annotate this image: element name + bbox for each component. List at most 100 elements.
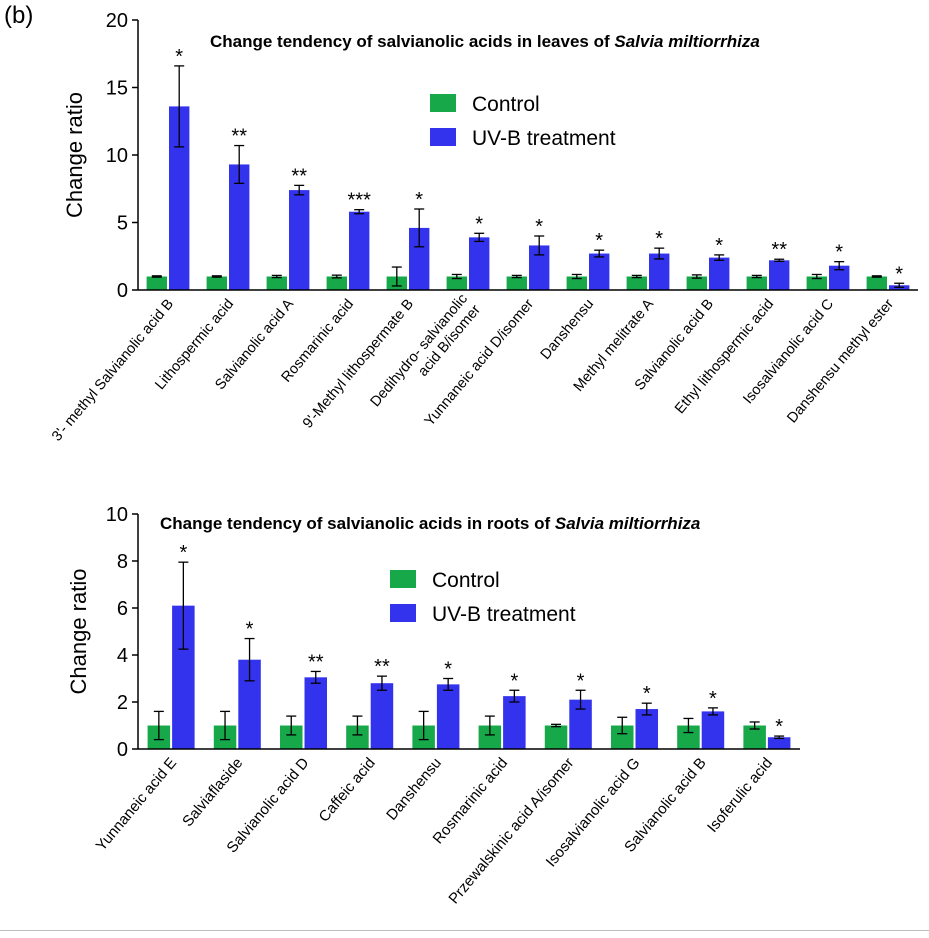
- panel-label: (b): [4, 2, 34, 29]
- category-label: Danshensu methyl ester: [784, 296, 897, 426]
- bar-control: [806, 276, 827, 290]
- bar-uvb: [370, 683, 394, 749]
- bar-uvb: [635, 709, 659, 749]
- legend-swatch-uvb: [390, 604, 416, 622]
- bar-uvb: [569, 699, 592, 749]
- significance-label: *: [535, 216, 543, 238]
- legend-swatch-uvb: [430, 128, 456, 146]
- significance-label: **: [771, 239, 787, 261]
- bar-uvb: [769, 260, 790, 290]
- significance-label: *: [179, 542, 187, 564]
- bar-uvb: [829, 265, 850, 290]
- bar-control: [279, 725, 303, 749]
- bar-uvb: [767, 737, 791, 749]
- bar-control: [506, 276, 527, 290]
- y-tick-label: 20: [106, 10, 128, 32]
- bar-uvb: [349, 211, 370, 290]
- significance-label: *: [709, 688, 717, 710]
- chart-1: 0 5 10 15 20 Change ratio Change tendency of s…: [49, 10, 918, 445]
- significance-label: *: [510, 670, 518, 692]
- bar-control: [566, 276, 587, 290]
- bar-control: [446, 276, 467, 290]
- bar-control: [266, 276, 287, 290]
- y-tick-label: 6: [117, 598, 128, 620]
- bar-uvb: [409, 227, 430, 290]
- bar-uvb: [169, 106, 190, 291]
- bar-uvb: [589, 253, 610, 290]
- y-tick-label: 10: [106, 504, 128, 526]
- significance-label: **: [231, 126, 247, 148]
- category-label: Danshensu: [383, 755, 445, 824]
- bar-uvb: [701, 711, 725, 749]
- significance-label: **: [374, 656, 390, 678]
- bar-control: [478, 725, 502, 749]
- significance-label: *: [715, 235, 723, 257]
- category-label: Dedihydro- salvianolicacid B/isomer: [368, 291, 485, 421]
- significance-label: *: [415, 189, 423, 211]
- significance-label: *: [655, 228, 663, 250]
- bar-uvb: [172, 605, 195, 749]
- y-tick-label: 0: [117, 739, 128, 761]
- bar-uvb: [436, 684, 460, 749]
- bar-control: [866, 276, 887, 290]
- bar-uvb: [469, 237, 490, 290]
- y-tick-label: 10: [106, 145, 128, 167]
- bar-control: [346, 725, 369, 749]
- category-label: Ethyl lithospermic acid: [672, 296, 777, 417]
- bar-uvb: [529, 245, 550, 290]
- bar-control: [146, 276, 167, 290]
- legend-swatch-control: [430, 94, 456, 112]
- significance-label: **: [291, 165, 307, 187]
- significance-label: *: [475, 213, 483, 235]
- significance-label: *: [595, 230, 603, 252]
- y-tick-label: 5: [117, 213, 128, 235]
- chart-2: 0 2 4 6 8 10 Change ratio Change tendency of sa…: [66, 504, 800, 907]
- significance-label: *: [246, 619, 254, 641]
- significance-label: **: [308, 651, 324, 673]
- significance-label: *: [577, 670, 585, 692]
- chart-title: Change tendency of salvianolic acids in …: [160, 514, 700, 533]
- category-label: 3'- methyl Salvianolic acid B: [49, 296, 177, 444]
- bottom-divider: [0, 930, 929, 931]
- bar-uvb: [709, 257, 730, 290]
- category-label: Salviaflaside: [179, 755, 246, 830]
- category-label: Yunnaneic acid E: [93, 755, 181, 855]
- chart-title: Change tendency of salvianolic acids in …: [210, 32, 760, 51]
- significance-label: ***: [348, 190, 372, 212]
- bar-uvb: [304, 677, 328, 749]
- bar-control: [686, 276, 707, 290]
- y-tick-label: 4: [117, 645, 128, 667]
- category-label: Isoferulic acid: [704, 755, 776, 836]
- bar-uvb: [289, 190, 310, 290]
- legend-label-control: Control: [432, 569, 500, 592]
- bar-control: [326, 276, 347, 290]
- legend-swatch-control: [390, 570, 416, 588]
- significance-label: *: [175, 46, 183, 68]
- bar-control: [610, 725, 634, 749]
- legend-label-control: Control: [472, 93, 540, 116]
- bar-control: [544, 725, 568, 749]
- significance-label: *: [835, 242, 843, 264]
- bar-uvb: [649, 253, 670, 290]
- bar-uvb: [503, 696, 526, 749]
- bar-control: [677, 725, 700, 749]
- bar-uvb: [229, 164, 250, 290]
- y-tick-label: 15: [106, 78, 128, 100]
- bar-uvb: [238, 659, 261, 749]
- y-tick-label: 8: [117, 551, 128, 573]
- bar-control: [746, 276, 767, 290]
- bar-control: [206, 276, 227, 290]
- y-tick-label: 2: [117, 692, 128, 714]
- significance-label: *: [643, 683, 651, 705]
- y-axis-label: Change ratio: [66, 569, 91, 695]
- legend-label-uvb: UV-B treatment: [432, 603, 576, 626]
- legend-label-uvb: UV-B treatment: [472, 127, 616, 150]
- significance-label: *: [444, 659, 452, 681]
- bar-control: [743, 725, 766, 749]
- bar-control: [626, 276, 647, 290]
- significance-label: *: [775, 716, 783, 738]
- category-label: Danshensu: [538, 296, 597, 362]
- significance-label: *: [895, 263, 903, 285]
- y-axis-label: Change ratio: [62, 92, 87, 218]
